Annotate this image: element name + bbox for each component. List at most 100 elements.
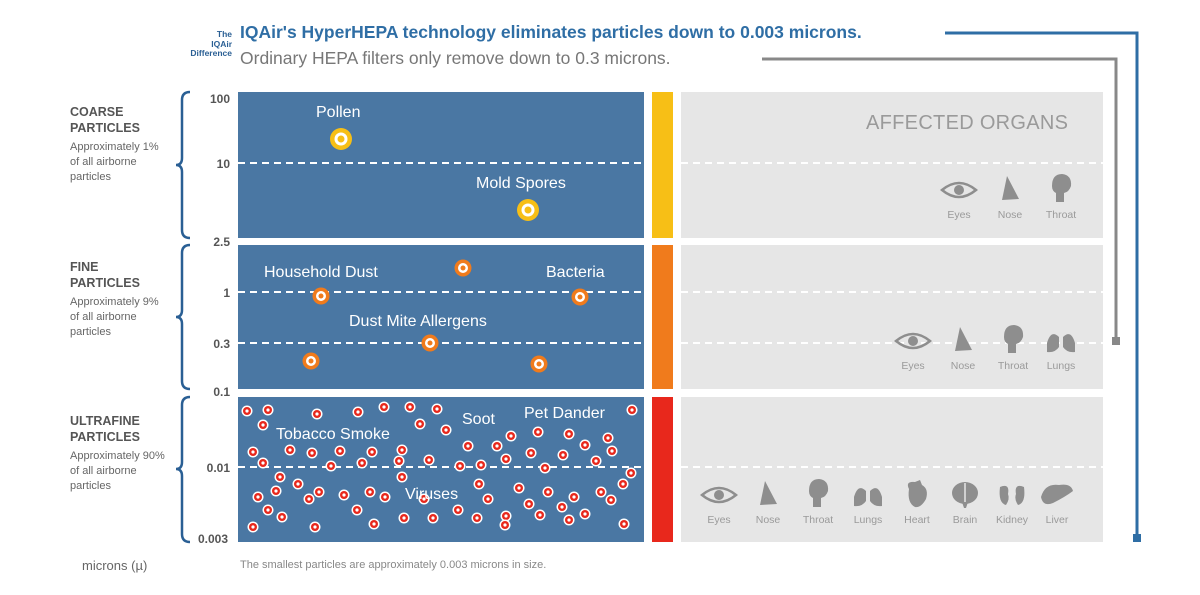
ultrafine-marker: [579, 439, 591, 451]
eyes-icon: [894, 332, 932, 350]
ultrafine-marker: [338, 489, 350, 501]
ultrafine-title: ULTRAFINE PARTICLES: [70, 414, 140, 444]
tick-0-3: 0.3: [213, 337, 230, 351]
ultrafine-marker: [491, 440, 503, 452]
ultrafine-marker: [404, 401, 416, 413]
unit-label: microns (µ): [82, 558, 148, 573]
pet-dander-label: Pet Dander: [524, 405, 605, 422]
ultrafine-marker: [262, 404, 274, 416]
fine-desc: Approximately 9% of all airborne particl…: [70, 296, 159, 338]
coarse-panel: [238, 92, 644, 238]
throat-icon: [1052, 174, 1072, 202]
ultrafine-marker: [396, 471, 408, 483]
ultrafine-marker: [602, 432, 614, 444]
ultrafine-panel: [238, 397, 644, 542]
ultrafine-marker: [471, 512, 483, 524]
fine-color-bar: [652, 245, 673, 389]
pollen-label: Pollen: [316, 104, 361, 121]
tick-100: 100: [209, 92, 230, 106]
ultrafine-marker: [563, 514, 575, 526]
ultrafine-marker: [452, 504, 464, 516]
ultrafine-marker: [626, 404, 638, 416]
footnote: The smallest particles are approximately…: [240, 559, 547, 571]
ultrafine-marker: [351, 504, 363, 516]
organ-label-brain: Brain: [952, 514, 978, 526]
fine-particle-markers: [302, 259, 589, 373]
hyperhepa-statement: IQAir's HyperHEPA technology eliminates …: [240, 22, 862, 42]
ultrafine-marker: [617, 478, 629, 490]
ultrafine-marker: [311, 408, 323, 420]
organ-label-kidney: Kidney: [995, 514, 1029, 526]
ultrafine-marker: [605, 494, 617, 506]
ultrafine-marker: [473, 478, 485, 490]
hyperhepa-connector: [945, 31, 1139, 538]
brain-icon: [952, 482, 978, 508]
liver-icon: [1041, 484, 1073, 505]
ultrafine-marker: [513, 482, 525, 494]
tick-10: 10: [216, 157, 230, 171]
organ-label-nose: Nose: [997, 209, 1023, 221]
ordinary-endpoint: [1112, 337, 1120, 345]
mold-spores-label: Mold Spores: [476, 175, 566, 192]
organ-icons: [700, 174, 1075, 508]
ultrafine-marker: [568, 491, 580, 503]
hyperhepa-endpoint: [1133, 534, 1141, 542]
ultrafine-marker: [595, 486, 607, 498]
household-dust-label: Household Dust: [264, 264, 378, 281]
ultrafine-marker: [257, 457, 269, 469]
ultrafine-marker: [396, 444, 408, 456]
coarse-title: COARSE PARTICLES: [70, 105, 140, 135]
ultrafine-marker: [557, 449, 569, 461]
tick-0-003: 0.003: [197, 532, 228, 546]
throat-icon: [1004, 325, 1024, 353]
soot-label: Soot: [462, 411, 495, 428]
organ-label-throat: Throat: [1045, 209, 1077, 221]
coarse-organ-panel: [681, 92, 1103, 238]
tick-0-1: 0.1: [213, 385, 230, 399]
organ-label-heart: Heart: [904, 514, 930, 526]
ultrafine-marker: [523, 498, 535, 510]
organ-label-nose: Nose: [950, 360, 976, 372]
ultrafine-marker: [579, 508, 591, 520]
organ-label-lungs: Lungs: [1046, 360, 1076, 372]
bacteria-label: Bacteria: [546, 264, 605, 281]
ultrafine-marker: [556, 501, 568, 513]
ultrafine-marker: [309, 521, 321, 533]
lungs-icon: [854, 481, 882, 507]
ordinary-hepa-statement: Ordinary HEPA filters only remove down t…: [240, 48, 671, 68]
ultrafine-marker: [379, 491, 391, 503]
coarse-desc: Approximately 1% of all airborne particl…: [70, 141, 159, 183]
nose-icon: [760, 481, 777, 505]
ultrafine-marker: [542, 486, 554, 498]
ultrafine-marker: [618, 518, 630, 530]
viruses-label: Viruses: [405, 486, 459, 503]
ultrafine-marker: [625, 467, 637, 479]
ultrafine-marker: [284, 444, 296, 456]
kidney-icon: [999, 485, 1025, 505]
ultrafine-marker: [606, 445, 618, 457]
dust-mite-label: Dust Mite Allergens: [349, 313, 487, 330]
ultrafine-desc: Approximately 90% of all airborne partic…: [70, 450, 165, 492]
affected-organs-title: AFFECTED ORGANS: [866, 112, 1069, 134]
eyes-icon: [700, 486, 738, 504]
throat-icon: [809, 479, 829, 507]
organ-label-eyes: Eyes: [707, 514, 731, 526]
tick-1: 1: [223, 286, 230, 300]
organ-label-lungs: Lungs: [853, 514, 883, 526]
ultrafine-marker: [334, 445, 346, 457]
organ-label-nose: Nose: [755, 514, 781, 526]
ultrafine-marker: [500, 510, 512, 522]
ultrafine-marker: [366, 446, 378, 458]
ultrafine-marker: [270, 485, 282, 497]
coarse-color-bar: [652, 92, 673, 238]
eyes-icon: [940, 181, 978, 199]
ultrafine-marker: [418, 493, 430, 505]
ultrafine-marker: [431, 403, 443, 415]
organ-label-eyes: Eyes: [947, 209, 971, 221]
tobacco-smoke-label: Tobacco Smoke: [276, 426, 390, 443]
ultrafine-marker: [292, 478, 304, 490]
ultrafine-category: ULTRAFINE PARTICLES Approximately 90% of…: [70, 413, 165, 494]
iqair-difference-label: The IQAir Difference: [190, 29, 232, 58]
tick-2-5: 2.5: [213, 235, 230, 249]
